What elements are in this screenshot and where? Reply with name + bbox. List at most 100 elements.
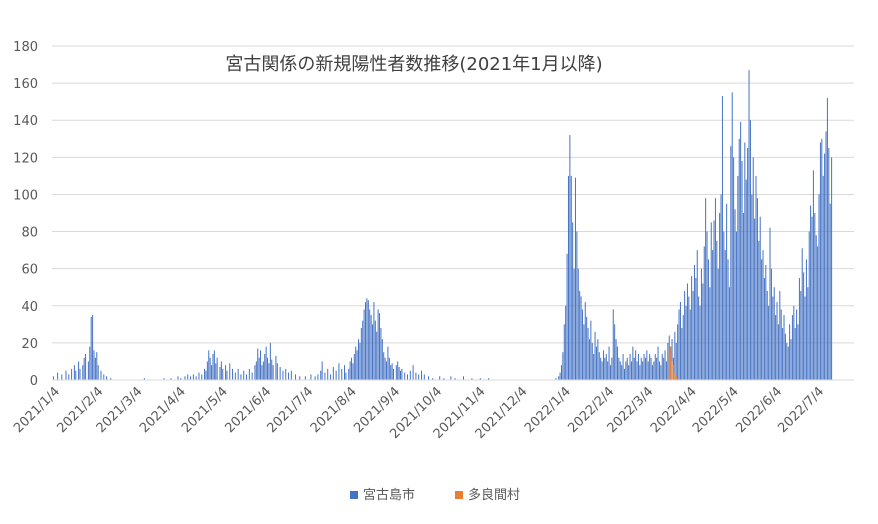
x-tick-label: 2022/1/4 (522, 384, 574, 436)
bar-miyakojima (794, 328, 796, 380)
bar-miyakojima (237, 368, 239, 380)
bar-miyakojima (380, 328, 382, 380)
bar-miyakojima (643, 354, 645, 380)
bar-miyakojima (386, 361, 388, 380)
bar-miyakojima (265, 346, 267, 380)
bar-miyakojima (734, 209, 736, 380)
bar-miyakojima (423, 374, 425, 380)
bar-miyakojima (559, 372, 561, 380)
bar-miyakojima (251, 372, 253, 380)
bar-miyakojima (678, 309, 680, 380)
bar-miyakojima (696, 250, 698, 380)
bar-miyakojima (358, 339, 360, 380)
bar-miyakojima (373, 302, 375, 380)
bar-miyakojima (374, 320, 376, 380)
legend-label-miyakojima: 宮古島市 (363, 487, 415, 503)
bar-miyakojima (791, 315, 793, 380)
bar-miyakojima (276, 363, 278, 380)
bar-miyakojima (768, 305, 770, 380)
bar-miyakojima (272, 365, 274, 380)
bar-miyakojima (623, 368, 625, 380)
bar-miyakojima (359, 342, 361, 380)
bar-miyakojima (691, 276, 693, 380)
bar-miyakojima (656, 357, 658, 380)
bar-miyakojima (254, 365, 256, 380)
bar-miyakojima (590, 320, 592, 380)
bar-miyakojima (629, 354, 631, 380)
bar-miyakojima (660, 365, 662, 380)
bar-miyakojima (163, 378, 165, 380)
bar-miyakojima (352, 363, 354, 380)
bar-miyakojima (379, 313, 381, 380)
bar-miyakojima (728, 287, 730, 380)
bar-miyakojima (667, 342, 669, 380)
bar-miyakojima (737, 175, 739, 380)
bar-miyakojima (83, 357, 85, 380)
bar-miyakojima (735, 231, 737, 380)
bar-miyakojima (803, 272, 805, 380)
bars (52, 70, 833, 381)
bar-miyakojima (388, 357, 390, 380)
bar-miyakojima (407, 374, 409, 380)
bar-miyakojima (213, 350, 215, 380)
bar-miyakojima (695, 277, 697, 380)
bar-miyakojima (555, 378, 557, 380)
bar-miyakojima (271, 359, 273, 380)
bar-miyakojima (719, 213, 721, 380)
bar-miyakojima (432, 378, 434, 380)
bar-miyakojima (763, 277, 765, 380)
x-tick-label: 2022/7/4 (775, 384, 827, 436)
bar-miyakojima (370, 315, 372, 380)
bar-miyakojima (675, 342, 677, 380)
bar-miyakojima (52, 376, 54, 380)
bar-miyakojima (232, 368, 234, 380)
bar-miyakojima (637, 354, 639, 380)
bar-miyakojima (87, 361, 89, 380)
bar-miyakojima (686, 283, 688, 380)
bar-miyakojima (681, 328, 683, 380)
bar-miyakojima (597, 339, 599, 380)
bar-miyakojima (717, 268, 719, 380)
y-tick-label: 0 (30, 374, 38, 389)
bar-miyakojima (688, 296, 690, 380)
bar-miyakojima (184, 376, 186, 380)
bar-taramason (671, 361, 673, 380)
bar-miyakojima (226, 370, 228, 380)
bar-miyakojima (773, 287, 775, 380)
bar-miyakojima (488, 378, 490, 380)
bar-miyakojima (685, 305, 687, 380)
bar-miyakojima (288, 372, 290, 380)
bar-miyakojima (565, 305, 567, 380)
bar-miyakojima (381, 339, 383, 380)
grid-lines (52, 45, 854, 344)
bar-miyakojima (588, 339, 590, 380)
bar-miyakojima (267, 357, 269, 380)
bar-miyakojima (355, 346, 357, 380)
bar-miyakojima (348, 368, 350, 380)
bar-miyakojima (268, 363, 270, 380)
bar-miyakojima (733, 157, 735, 380)
bar-miyakojima (646, 350, 648, 380)
bar-miyakojima (824, 153, 826, 380)
bar-miyakojima (327, 368, 329, 380)
bar-miyakojima (338, 363, 340, 380)
bar-miyakojima (770, 268, 772, 380)
bar-miyakojima (397, 361, 399, 380)
bar-miyakojima (684, 290, 686, 380)
bar-miyakojima (216, 357, 218, 380)
bar-miyakojima (776, 302, 778, 380)
bar-miyakojima (664, 350, 666, 380)
bar-miyakojima (742, 213, 744, 380)
bar-miyakojima (269, 342, 271, 380)
legend: 宮古島市 多良間村 (350, 487, 520, 503)
bar-miyakojima (749, 120, 751, 380)
bar-miyakojima (808, 231, 810, 380)
bar-miyakojima (751, 194, 753, 380)
bar-miyakojima (576, 231, 578, 380)
bar-miyakojima (738, 138, 740, 380)
bar-miyakojima (341, 368, 343, 380)
bar-miyakojima (391, 363, 393, 380)
bar-miyakojima (594, 331, 596, 380)
bar-miyakojima (563, 324, 565, 380)
x-tick-label: 2021/5/4 (179, 384, 231, 436)
